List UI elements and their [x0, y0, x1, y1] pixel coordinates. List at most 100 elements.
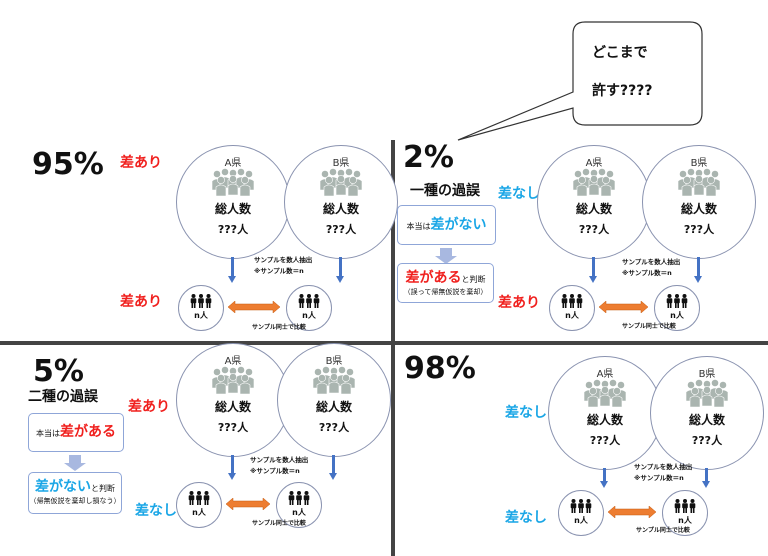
truth-box: 本当は差がある [28, 413, 124, 452]
people-icon [666, 293, 688, 308]
total-label: 総人数 [214, 400, 251, 414]
sampling-note: サンプルを数人抽出 ※サンプル数＝n [254, 255, 312, 277]
error-type-label: 一種の過誤 [410, 183, 480, 199]
crowd-icon [677, 168, 721, 198]
truth-prefix: 本当は [406, 222, 431, 231]
population-result-label: 差なし [498, 186, 540, 202]
judgement-box: 差があると判断 （誤って帰無仮説を棄却） [397, 263, 494, 303]
unknown-count: ???人 [578, 223, 610, 236]
sampling-note-line1: サンプルを数人抽出 [250, 456, 309, 464]
sampling-note-line2: ※サンプル数＝n [254, 267, 304, 275]
prefecture-label: A県 [585, 158, 603, 169]
sampling-note-line2: ※サンプル数＝n [250, 467, 300, 475]
total-label: 総人数 [322, 202, 359, 216]
population-result-label: 差あり [128, 399, 170, 415]
total-label: 総人数 [214, 202, 251, 216]
sample-size-label: n人 [192, 508, 206, 517]
sampling-arrow [336, 257, 344, 283]
judgement-value: 差がある [405, 270, 462, 286]
prefecture-label: B県 [332, 158, 350, 169]
population-circle-a: A県 総人数 ???人 [537, 145, 651, 259]
prefecture-label: B県 [325, 356, 343, 367]
speech-bubble [457, 21, 703, 141]
population-result-label: 差あり [120, 155, 162, 171]
sample-circle-b: n人 [654, 285, 700, 331]
population-result-label: 差なし [505, 405, 547, 421]
sample-size-label: n人 [194, 311, 208, 320]
sampling-arrow [589, 257, 597, 283]
compare-note: サンプル同士で比較 [622, 323, 676, 330]
sample-circle-b: n人 [276, 482, 322, 528]
truth-value: 差がない [430, 217, 487, 233]
callout-line1: どこまで [592, 45, 648, 61]
population-circle-a: A県 総人数 ???人 [548, 356, 662, 470]
unknown-count: ???人 [683, 223, 715, 236]
sample-circle-a: n人 [178, 285, 224, 331]
prefecture-label: B県 [698, 369, 716, 380]
error-type-label: 二種の過誤 [28, 389, 98, 405]
compare-note: サンプル同士で比較 [252, 520, 306, 527]
compare-arrow [228, 301, 280, 313]
people-icon [561, 293, 583, 308]
compare-note: サンプル同士で比較 [252, 324, 306, 331]
crowd-icon [572, 168, 616, 198]
people-icon [190, 293, 212, 308]
sample-result-label: 差あり [498, 295, 540, 311]
total-label: 総人数 [680, 202, 717, 216]
sample-size-label: n人 [678, 516, 692, 525]
sampling-note: サンプルを数人抽出 ※サンプル数＝n [634, 462, 692, 484]
unknown-count: ???人 [217, 421, 249, 434]
sample-result-label: 差なし [505, 510, 547, 526]
sampling-arrow [702, 468, 710, 488]
sampling-note-line2: ※サンプル数＝n [634, 474, 684, 482]
total-label: 総人数 [575, 202, 612, 216]
prefecture-label: A県 [596, 369, 614, 380]
sample-circle-a: n人 [558, 490, 604, 536]
callout-line2: 許す???? [592, 83, 653, 99]
crowd-icon [685, 379, 729, 409]
population-circle-a: A県 総人数 ???人 [176, 145, 290, 259]
sample-circle-a: n人 [549, 285, 595, 331]
total-label: 総人数 [586, 413, 623, 427]
prefecture-label: A県 [224, 158, 242, 169]
total-label: 総人数 [688, 413, 725, 427]
down-arrow-icon [64, 455, 86, 471]
sampling-arrow [329, 455, 337, 480]
prefecture-label: A県 [224, 356, 242, 367]
sampling-note-line1: サンプルを数人抽出 [622, 258, 681, 266]
compare-note: サンプル同士で比較 [636, 527, 690, 534]
crowd-icon [211, 366, 255, 396]
truth-value: 差がある [60, 424, 116, 440]
judgement-box: 差がないと判断 （帰無仮説を棄却し損なう） [28, 472, 122, 514]
unknown-count: ???人 [318, 421, 350, 434]
crowd-icon [319, 168, 363, 198]
population-circle-b: B県 総人数 ???人 [642, 145, 756, 259]
compare-arrow [226, 498, 270, 510]
sampling-note-line1: サンプルを数人抽出 [634, 463, 693, 471]
judgement-suffix: と判断 [91, 484, 115, 493]
sampling-note-line1: サンプルを数人抽出 [254, 256, 313, 264]
crowd-icon [312, 366, 356, 396]
sampling-note: サンプルを数人抽出 ※サンプル数＝n [622, 257, 680, 279]
down-arrow-icon [435, 248, 457, 264]
sample-size-label: n人 [670, 311, 684, 320]
sample-size-label: n人 [565, 311, 579, 320]
sample-result-label: 差あり [120, 294, 162, 310]
truth-prefix: 本当は [36, 429, 60, 438]
sampling-arrow [228, 257, 236, 283]
unknown-count: ???人 [589, 434, 621, 447]
crowd-icon [583, 379, 627, 409]
compare-arrow [608, 506, 656, 518]
sample-size-label: n人 [292, 508, 306, 517]
sample-size-label: n人 [574, 516, 588, 525]
sampling-arrow [228, 455, 236, 480]
unknown-count: ???人 [691, 434, 723, 447]
sample-circle-b: n人 [662, 490, 708, 536]
percent-label: 98% [404, 351, 476, 386]
sampling-note-line2: ※サンプル数＝n [622, 269, 672, 277]
sampling-arrow [694, 257, 702, 283]
unknown-count: ???人 [217, 223, 249, 236]
unknown-count: ???人 [325, 223, 357, 236]
percent-label: 95% [32, 147, 104, 182]
